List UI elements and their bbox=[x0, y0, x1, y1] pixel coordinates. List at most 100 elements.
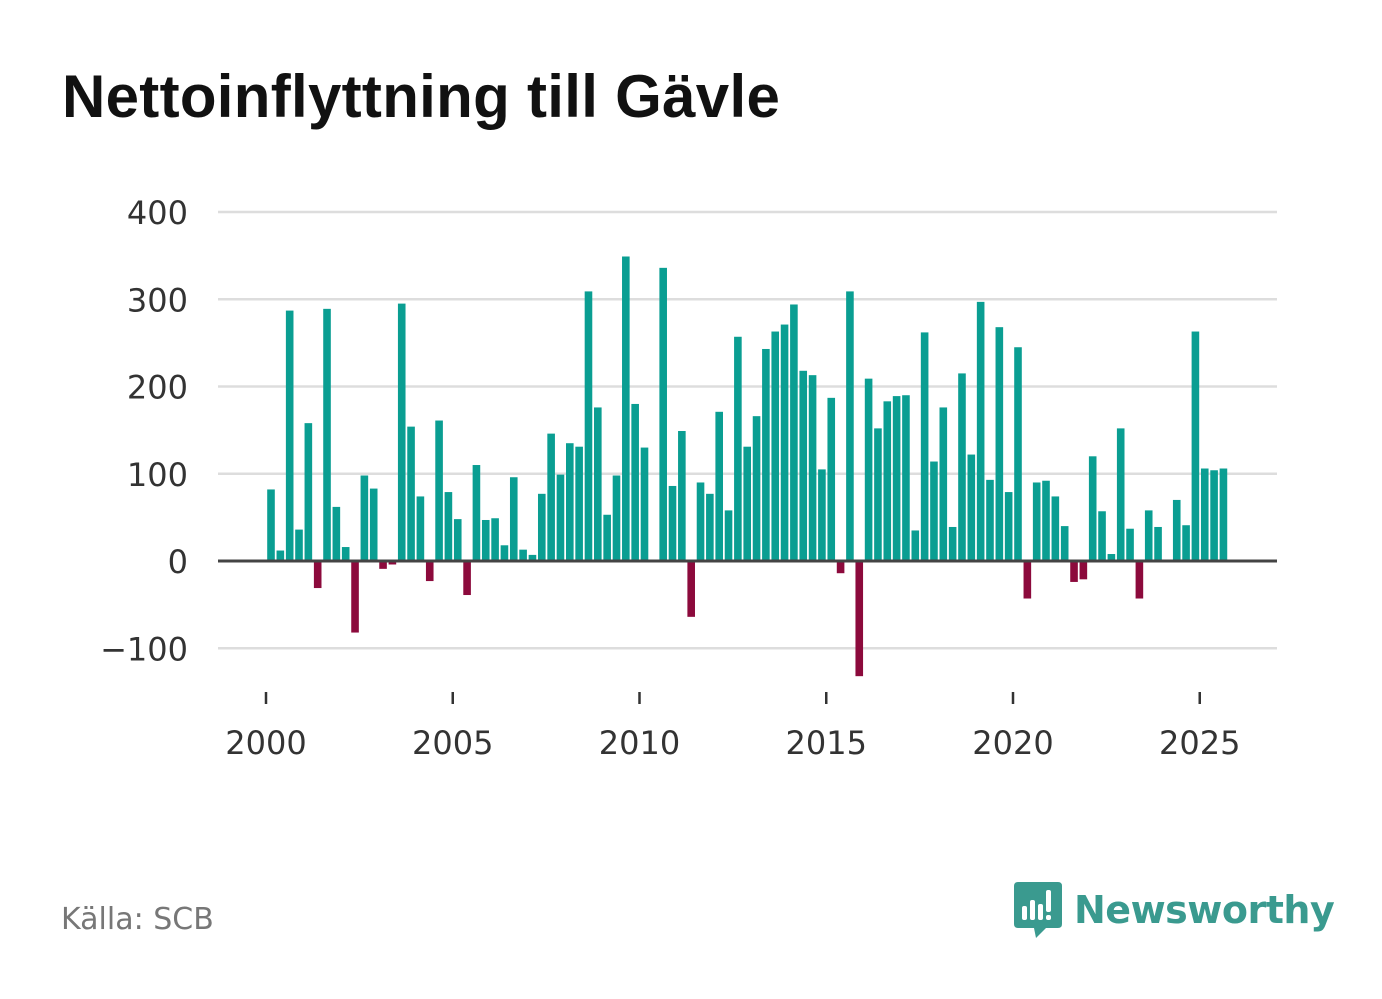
bar bbox=[509, 477, 518, 561]
bar bbox=[519, 549, 527, 561]
bar bbox=[341, 547, 350, 561]
bar bbox=[1098, 511, 1106, 561]
bar bbox=[1014, 347, 1022, 561]
bar bbox=[360, 475, 369, 562]
bar bbox=[556, 474, 565, 561]
bar bbox=[1116, 428, 1125, 561]
bar bbox=[762, 348, 770, 561]
bar bbox=[603, 514, 611, 561]
bar bbox=[958, 373, 966, 561]
bar bbox=[435, 420, 443, 561]
bar bbox=[1135, 561, 1144, 599]
bar bbox=[397, 303, 406, 561]
bar bbox=[1154, 526, 1162, 561]
bar bbox=[1172, 499, 1181, 562]
bar bbox=[790, 304, 798, 561]
bar bbox=[463, 561, 471, 596]
bar bbox=[864, 378, 873, 561]
chart-title: Nettoinflyttning till Gävle bbox=[62, 63, 781, 130]
bar bbox=[1182, 525, 1190, 561]
bar bbox=[752, 416, 761, 561]
bar bbox=[948, 526, 957, 561]
bar bbox=[892, 396, 901, 561]
bar bbox=[743, 446, 752, 561]
bar bbox=[472, 465, 481, 561]
bar bbox=[771, 331, 780, 561]
bar bbox=[388, 561, 397, 565]
bar bbox=[668, 485, 677, 561]
bar bbox=[379, 561, 387, 569]
bar bbox=[678, 431, 686, 561]
bar bbox=[846, 291, 854, 561]
bar bbox=[1219, 468, 1228, 561]
bar bbox=[706, 493, 714, 561]
x-tick-label: 2015 bbox=[786, 724, 867, 762]
y-tick-label: 100 bbox=[127, 456, 188, 494]
bar bbox=[659, 267, 667, 561]
bar bbox=[902, 395, 910, 562]
bar bbox=[1032, 482, 1041, 562]
bar bbox=[285, 310, 294, 561]
x-axis-ticks: 2000 2005 2010 2015 2020 2025 bbox=[225, 692, 1240, 762]
bar bbox=[818, 469, 826, 561]
bar bbox=[332, 506, 341, 561]
newsworthy-logo-icon bbox=[1014, 882, 1062, 938]
bar bbox=[1004, 492, 1013, 561]
bar bbox=[267, 489, 275, 561]
bar bbox=[491, 518, 499, 561]
bar bbox=[528, 554, 537, 561]
newsworthy-logo: Newsworthy bbox=[1012, 880, 1335, 940]
source-note: Källa: SCB bbox=[61, 902, 214, 937]
x-tick-label: 2005 bbox=[412, 724, 493, 762]
bar bbox=[808, 375, 817, 561]
bar bbox=[836, 561, 845, 574]
bar bbox=[622, 256, 630, 561]
bar bbox=[416, 496, 425, 561]
bar bbox=[295, 529, 303, 561]
bar bbox=[369, 488, 378, 561]
bar bbox=[1144, 510, 1153, 561]
bar bbox=[594, 407, 602, 561]
bar bbox=[1042, 480, 1050, 561]
bar bbox=[425, 561, 434, 582]
bar bbox=[1191, 331, 1200, 561]
x-tick-label: 2000 bbox=[225, 724, 306, 762]
bar bbox=[995, 327, 1004, 561]
bar bbox=[537, 493, 546, 561]
bar bbox=[724, 510, 733, 561]
bar bbox=[1051, 496, 1060, 561]
bar bbox=[407, 426, 415, 561]
brand-name: Newsworthy bbox=[1074, 888, 1335, 932]
bar bbox=[986, 479, 994, 561]
y-tick-label: 200 bbox=[127, 369, 188, 407]
bar bbox=[1023, 561, 1032, 599]
bar bbox=[566, 443, 574, 561]
bar bbox=[276, 550, 285, 561]
bar bbox=[640, 447, 649, 561]
bar bbox=[687, 561, 695, 617]
bar bbox=[939, 407, 948, 561]
x-tick-label: 2025 bbox=[1159, 724, 1240, 762]
bar bbox=[351, 561, 359, 633]
bar bbox=[500, 545, 509, 561]
bar bbox=[967, 454, 976, 562]
bar bbox=[734, 336, 742, 561]
bar bbox=[1210, 470, 1218, 561]
bar bbox=[313, 561, 322, 589]
bar bbox=[780, 324, 789, 561]
bar bbox=[1060, 526, 1069, 561]
bar bbox=[874, 428, 882, 561]
bar bbox=[911, 530, 920, 561]
bar bbox=[1088, 456, 1097, 561]
bar bbox=[1079, 561, 1088, 580]
bar bbox=[631, 403, 639, 561]
bar bbox=[827, 397, 836, 561]
bar bbox=[1070, 561, 1078, 582]
bars bbox=[267, 256, 1228, 677]
bar bbox=[444, 492, 453, 561]
bar bbox=[453, 519, 462, 561]
bar bbox=[976, 301, 985, 561]
bar bbox=[883, 401, 892, 561]
bar bbox=[575, 446, 583, 561]
